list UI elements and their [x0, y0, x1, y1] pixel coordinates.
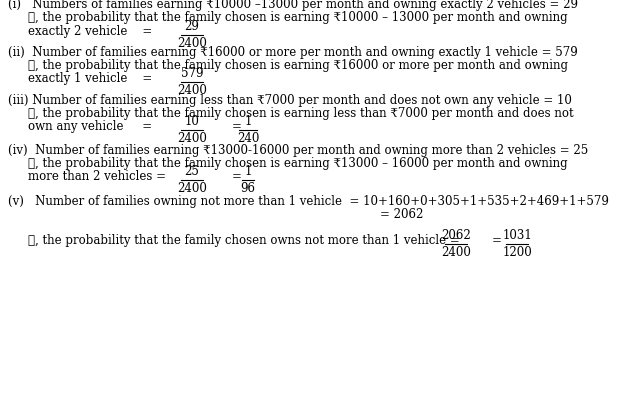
Text: 1031: 1031: [502, 229, 532, 242]
Text: 2400: 2400: [441, 246, 471, 259]
Text: ∴, the probability that the family chosen is earning ₹16000 or more per month an: ∴, the probability that the family chose…: [28, 59, 568, 72]
Text: ∴, the probability that the family chosen owns not more than 1 vehicle =: ∴, the probability that the family chose…: [28, 234, 460, 247]
Text: =: =: [492, 234, 502, 247]
Text: =: =: [232, 120, 242, 133]
Text: (v)   Number of families owning not more than 1 vehicle  = 10+160+0+305+1+535+2+: (v) Number of families owning not more t…: [8, 195, 609, 208]
Text: (iii) Number of families earning less than ₹7000 per month and does not own any : (iii) Number of families earning less th…: [8, 94, 572, 107]
Text: ∴, the probability that the family chosen is earning ₹13000 – 16000 per month an: ∴, the probability that the family chose…: [28, 157, 568, 170]
Text: 2400: 2400: [177, 182, 207, 195]
Text: 96: 96: [241, 182, 255, 195]
Text: 579: 579: [180, 67, 204, 80]
Text: ∴, the probability that the family chosen is earning ₹10000 – 13000 per month an: ∴, the probability that the family chose…: [28, 11, 568, 24]
Text: more than 2 vehicles =: more than 2 vehicles =: [28, 170, 166, 183]
Text: 29: 29: [184, 20, 200, 33]
Text: (ii)  Number of families earning ₹16000 or more per month and owning exactly 1 v: (ii) Number of families earning ₹16000 o…: [8, 46, 578, 59]
Text: 2400: 2400: [177, 132, 207, 145]
Text: 10: 10: [184, 115, 200, 128]
Text: 2400: 2400: [177, 37, 207, 50]
Text: (i)   Numbers of families earning ₹10000 –13000 per month and owning exactly 2 v: (i) Numbers of families earning ₹10000 –…: [8, 0, 578, 11]
Text: (iv)  Number of families earning ₹13000-16000 per month and owning more than 2 v: (iv) Number of families earning ₹13000-1…: [8, 144, 588, 157]
Text: 240: 240: [237, 132, 259, 145]
Text: 2062: 2062: [441, 229, 471, 242]
Text: ∴, the probability that the family chosen is earning less than ₹7000 per month a: ∴, the probability that the family chose…: [28, 107, 573, 120]
Text: =: =: [232, 170, 242, 183]
Text: 25: 25: [184, 165, 200, 178]
Text: own any vehicle     =: own any vehicle =: [28, 120, 152, 133]
Text: 2400: 2400: [177, 84, 207, 97]
Text: 1: 1: [244, 165, 252, 178]
Text: 1: 1: [244, 115, 252, 128]
Text: exactly 2 vehicle    =: exactly 2 vehicle =: [28, 25, 152, 38]
Text: 1200: 1200: [502, 246, 532, 259]
Text: = 2062: = 2062: [380, 208, 424, 221]
Text: exactly 1 vehicle    =: exactly 1 vehicle =: [28, 72, 152, 85]
